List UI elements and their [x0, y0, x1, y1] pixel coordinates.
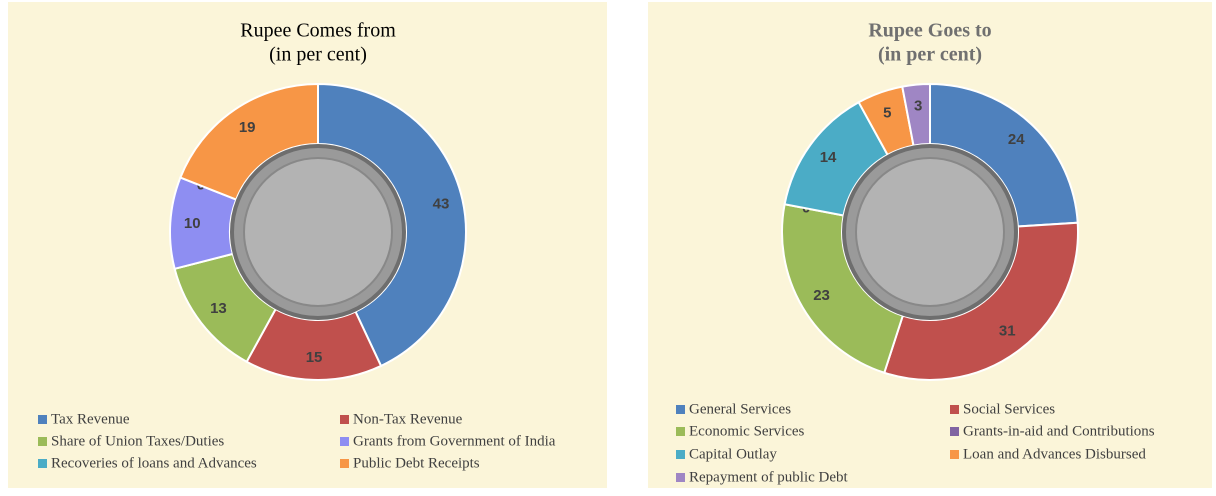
legend-label: General Services [689, 401, 791, 417]
data-label: 15 [306, 349, 323, 366]
legend-swatch [676, 405, 685, 414]
data-label: 14 [820, 149, 837, 166]
legend-swatch [38, 437, 47, 446]
legend-swatch [340, 415, 349, 424]
legend-swatch [950, 450, 959, 459]
chart-subtitle: (in per cent) [878, 44, 982, 66]
chart-subtitle: (in per cent) [269, 44, 367, 66]
chart-title: Rupee Comes from [240, 20, 396, 42]
data-label: 31 [999, 323, 1016, 340]
data-label: 24 [1008, 131, 1025, 148]
legend-swatch [38, 415, 47, 424]
chart-title: Rupee Goes to [868, 20, 991, 42]
data-label: 43 [433, 195, 450, 212]
legend-swatch [676, 427, 685, 436]
legend-label: Social Services [963, 401, 1055, 417]
legend-label: Grants from Government of India [353, 433, 556, 449]
legend-label: Repayment of public Debt [689, 469, 849, 485]
legend-swatch [340, 459, 349, 468]
legend-swatch [38, 459, 47, 468]
legend-swatch [340, 437, 349, 446]
legend-label: Public Debt Receipts [353, 455, 480, 471]
data-label: 5 [883, 104, 891, 121]
legend-label: Economic Services [689, 423, 805, 439]
data-label: 10 [184, 215, 201, 232]
legend-label: Capital Outlay [689, 446, 777, 462]
data-label: 13 [210, 300, 227, 317]
data-label: 23 [813, 287, 830, 304]
coin-inner [855, 157, 1005, 307]
coin-inner [243, 157, 393, 307]
legend-label: Tax Revenue [51, 411, 130, 427]
legend-swatch [950, 427, 959, 436]
legend-label: Non-Tax Revenue [353, 411, 463, 427]
legend-swatch [676, 473, 685, 482]
legend-label: Recoveries of loans and Advances [51, 455, 257, 471]
legend-swatch [676, 450, 685, 459]
legend-label: Grants-in-aid and Contributions [963, 423, 1155, 439]
data-label: 3 [914, 98, 922, 115]
data-label: 19 [239, 119, 256, 136]
legend-swatch [950, 405, 959, 414]
legend-label: Loan and Advances Disbursed [963, 446, 1146, 462]
legend-label: Share of Union Taxes/Duties [51, 433, 224, 449]
